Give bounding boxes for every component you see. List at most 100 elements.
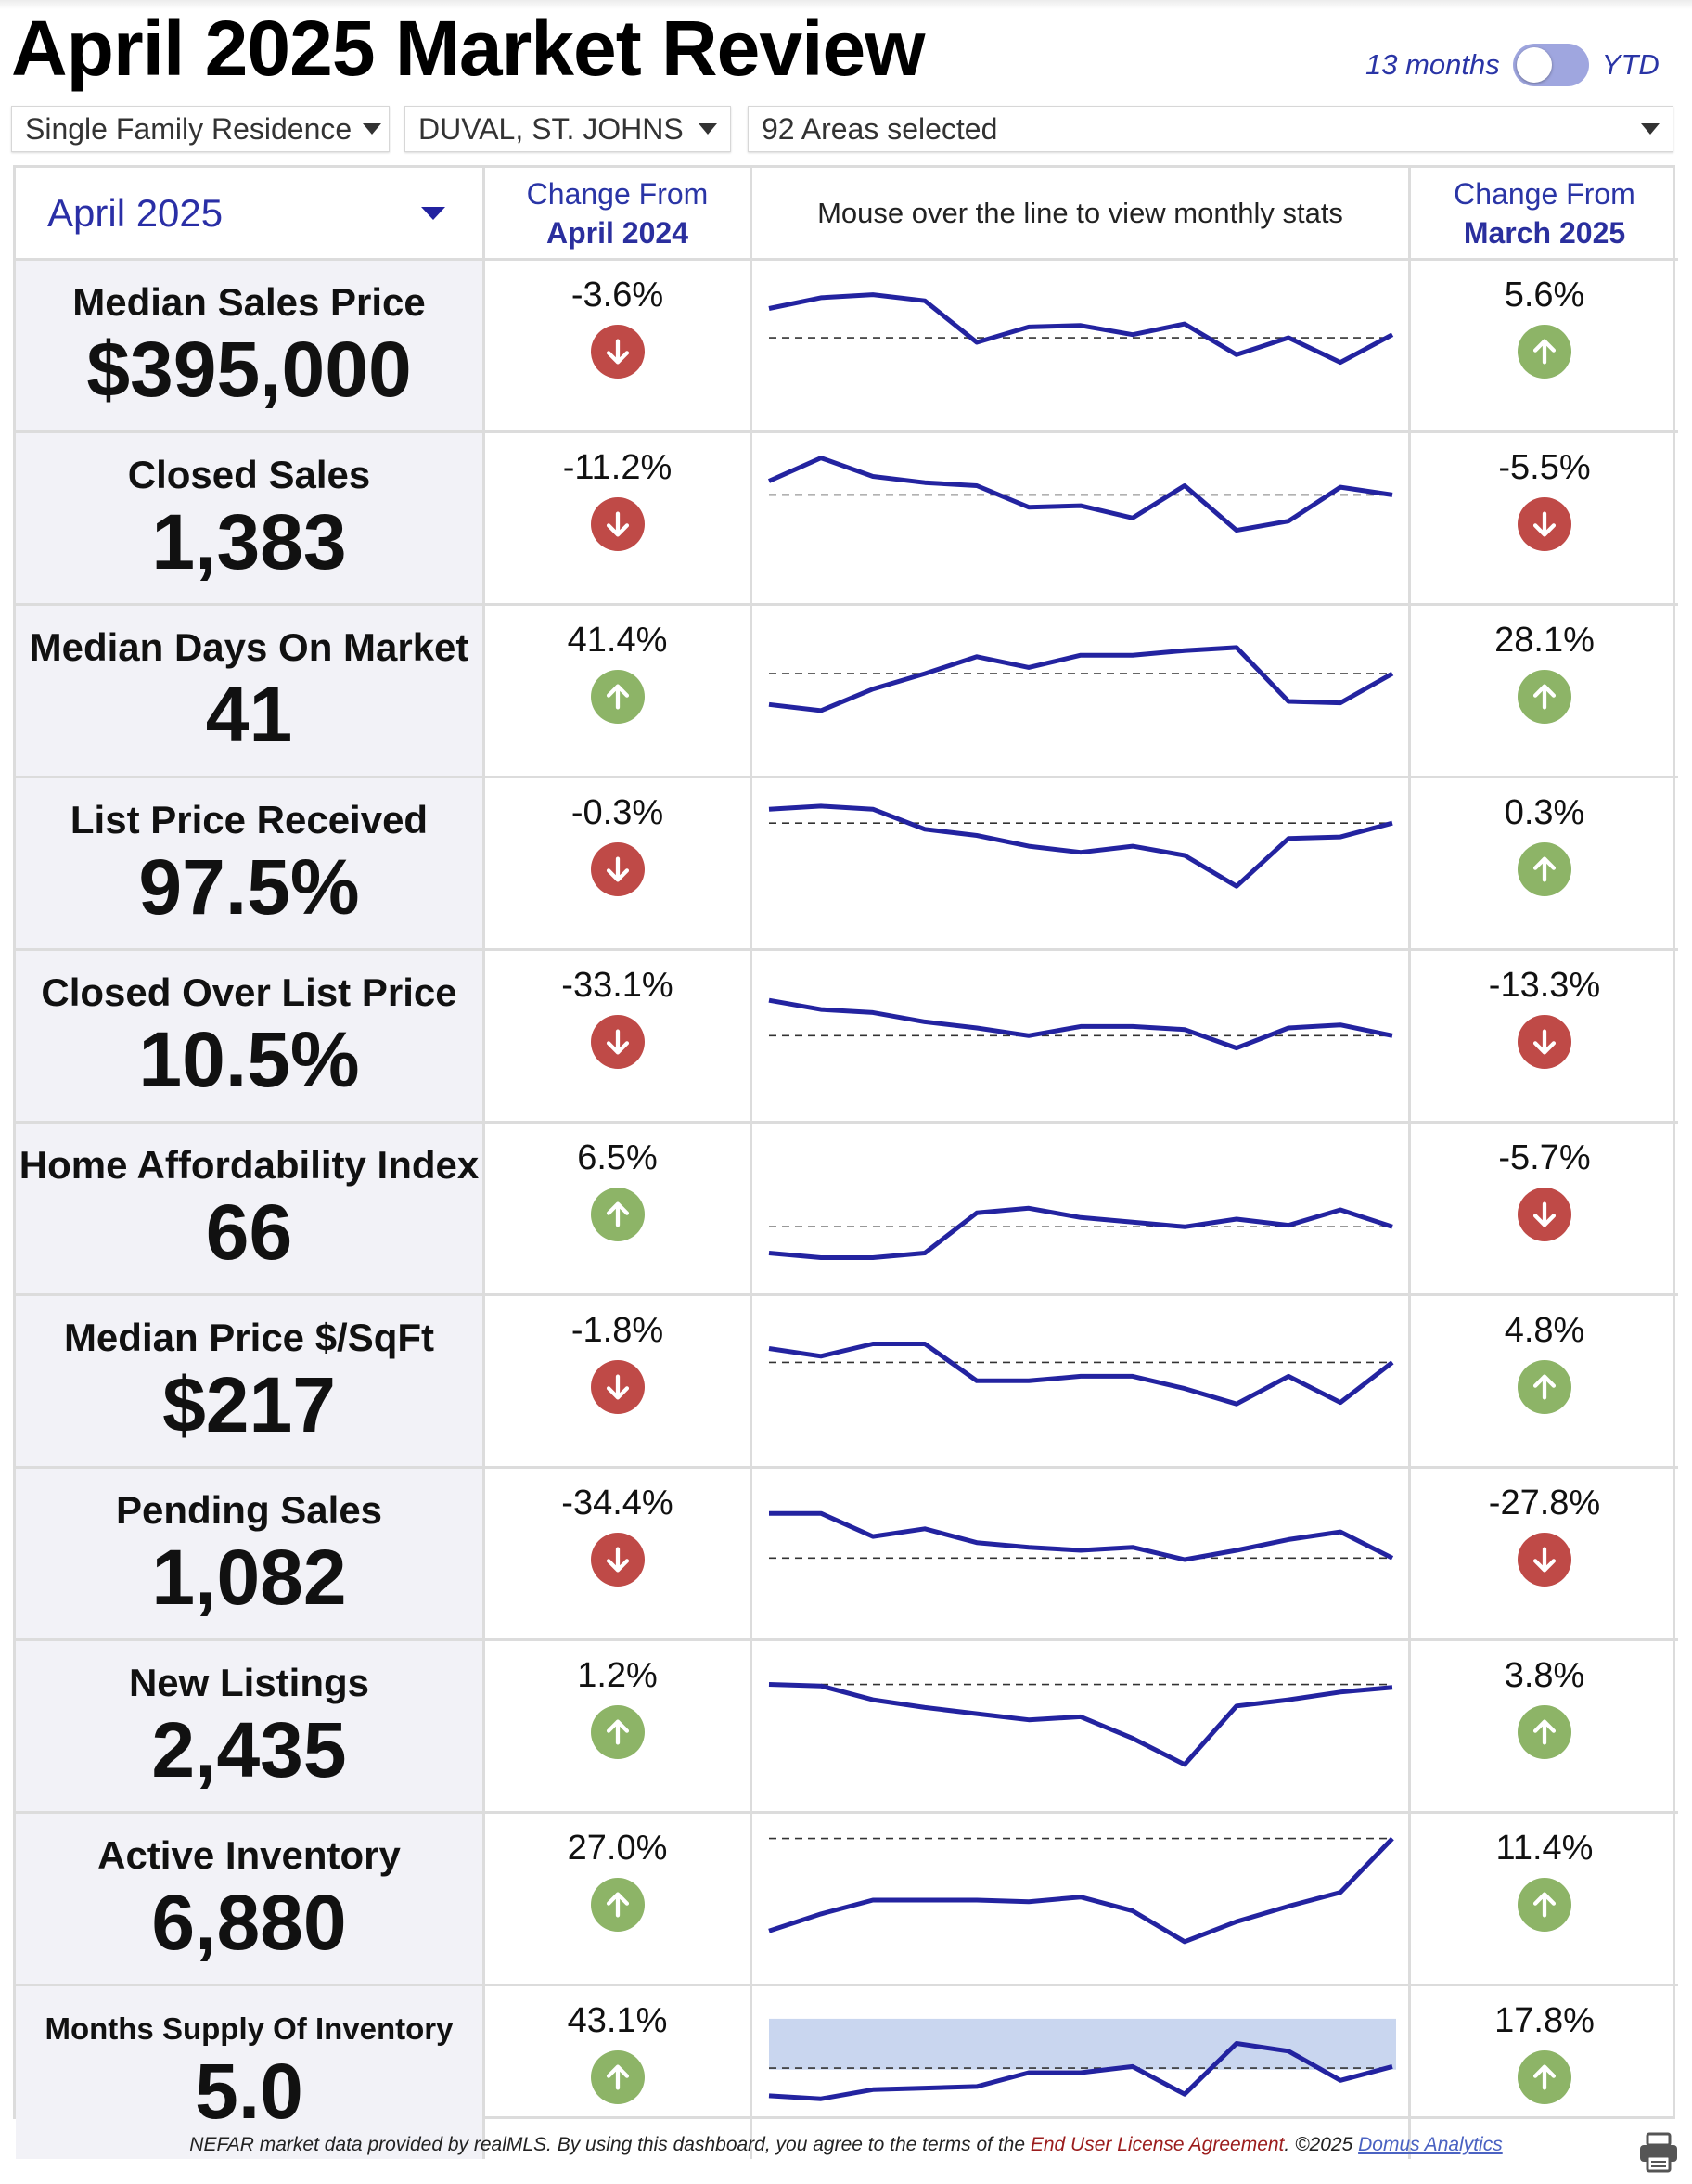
arrow-up-icon: [1518, 670, 1571, 724]
chevron-down-icon: [699, 123, 717, 135]
trend-line[interactable]: [768, 803, 1393, 889]
trend-line[interactable]: [767, 456, 1393, 533]
yoy-change-cell: -1.8%: [485, 1296, 752, 1469]
period-toggle-switch[interactable]: [1512, 44, 1589, 86]
trend-sparkline[interactable]: [752, 1124, 1405, 1293]
chevron-down-icon: [363, 123, 382, 135]
sparkline-cell[interactable]: [752, 433, 1411, 606]
arrow-down-icon: [590, 842, 645, 896]
change-percent: -0.3%: [570, 793, 664, 832]
metric-cell-active-inventory: Active Inventory 6,880: [16, 1814, 485, 1986]
arrow-down-icon: [590, 325, 645, 379]
arrow-down-icon: [590, 1533, 645, 1587]
metric-label: New Listings: [128, 1660, 370, 1704]
yoy-change-cell: -11.2%: [485, 433, 752, 606]
change-percent: 5.6%: [1504, 276, 1585, 315]
metric-cell-median-days-on-market: Median Days On Market 41: [16, 606, 485, 778]
metric-cell-pending-sales: Pending Sales 1,082: [16, 1469, 485, 1641]
change-percent: 43.1%: [567, 2001, 668, 2040]
normal-range-band: [769, 2018, 1396, 2070]
areas-dropdown[interactable]: 92 Areas selected: [748, 106, 1673, 152]
trend-line[interactable]: [768, 1836, 1394, 1945]
printer-icon[interactable]: [1636, 2130, 1681, 2175]
trend-sparkline[interactable]: [752, 1641, 1405, 1811]
change-year-label: Change From: [526, 176, 709, 211]
trend-line[interactable]: [768, 1342, 1394, 1407]
metric-label: Closed Sales: [127, 452, 371, 496]
yoy-change-cell: 41.4%: [485, 606, 752, 778]
toggle-knob[interactable]: [1516, 47, 1552, 83]
trend-sparkline[interactable]: [752, 261, 1405, 430]
trend-sparkline[interactable]: [752, 1814, 1405, 1984]
trend-line[interactable]: [768, 645, 1394, 713]
trend-line[interactable]: [768, 1205, 1393, 1260]
metric-cell-median-price-sqft: Median Price $/SqFt $217: [16, 1296, 485, 1469]
footer: NEFAR market data provided by realMLS. B…: [0, 2134, 1692, 2156]
sparkline-cell[interactable]: [752, 951, 1411, 1124]
domus-analytics-link[interactable]: Domus Analytics: [1358, 2134, 1503, 2155]
trend-line[interactable]: [769, 1510, 1394, 1562]
yoy-change-cell: -3.6%: [485, 261, 752, 433]
trend-line[interactable]: [768, 1682, 1393, 1767]
county-dropdown[interactable]: DUVAL, ST. JOHNS: [404, 106, 731, 152]
metric-value: 5.0: [195, 2048, 303, 2135]
arrow-up-icon: [590, 2050, 645, 2104]
change-percent: 0.3%: [1504, 793, 1585, 832]
sparkline-cell[interactable]: [752, 1986, 1411, 2159]
month-selector[interactable]: April 2025: [16, 168, 485, 261]
chevron-down-icon: [1641, 123, 1660, 135]
eula-link[interactable]: End User License Agreement: [1030, 2134, 1285, 2155]
change-percent: -5.5%: [1498, 448, 1591, 487]
mom-change-cell: 3.8%: [1411, 1641, 1678, 1814]
sparkline-cell[interactable]: [752, 1641, 1411, 1814]
arrow-up-icon: [1518, 2050, 1571, 2104]
sparkline-cell[interactable]: [752, 1124, 1411, 1296]
sparkline-cell[interactable]: [752, 778, 1411, 951]
sparkline-header: Mouse over the line to view monthly stat…: [752, 168, 1411, 261]
trend-sparkline[interactable]: [752, 951, 1405, 1121]
toggle-label-ytd[interactable]: YTD: [1601, 48, 1660, 81]
chevron-down-icon: [421, 206, 445, 220]
mom-change-cell: 0.3%: [1411, 778, 1678, 951]
trend-line[interactable]: [768, 292, 1394, 366]
change-percent: -5.7%: [1498, 1138, 1591, 1177]
trend-sparkline[interactable]: [752, 606, 1405, 776]
arrow-down-icon: [1518, 497, 1571, 551]
sparkline-cell[interactable]: [752, 1814, 1411, 1986]
sparkline-cell[interactable]: [752, 606, 1411, 778]
trend-sparkline[interactable]: [752, 1296, 1405, 1466]
arrow-up-icon: [590, 1878, 645, 1932]
trend-sparkline[interactable]: [752, 433, 1405, 603]
metric-value: 41: [205, 670, 293, 758]
sparkline-cell[interactable]: [752, 1469, 1411, 1641]
property-type-dropdown[interactable]: Single Family Residence: [11, 106, 390, 152]
arrow-up-icon: [1518, 325, 1571, 379]
trend-sparkline[interactable]: [752, 1469, 1405, 1638]
metric-label: Pending Sales: [115, 1487, 383, 1532]
sparkline-cell[interactable]: [752, 1296, 1411, 1469]
trend-line[interactable]: [768, 997, 1393, 1051]
toggle-label-13-months[interactable]: 13 months: [1365, 48, 1500, 81]
sparkline-hint: Mouse over the line to view monthly stat…: [817, 196, 1343, 229]
mom-change-cell: 5.6%: [1411, 261, 1678, 433]
trend-sparkline[interactable]: [752, 1986, 1405, 2156]
metric-label: List Price Received: [70, 797, 429, 841]
metric-value: $395,000: [86, 325, 412, 413]
trend-sparkline[interactable]: [752, 778, 1405, 948]
metric-cell-closed-sales: Closed Sales 1,383: [16, 433, 485, 606]
metric-value: 97.5%: [138, 842, 360, 931]
mom-change-cell: 11.4%: [1411, 1814, 1678, 1986]
change-percent: -1.8%: [570, 1311, 664, 1350]
change-month-label: Change From: [1454, 176, 1635, 211]
period-toggle-group: 13 months YTD: [1365, 41, 1660, 89]
trend-line[interactable]: [768, 2041, 1393, 2101]
metric-value: 2,435: [151, 1705, 347, 1793]
sparkline-cell[interactable]: [752, 261, 1411, 433]
yoy-change-cell: 1.2%: [485, 1641, 752, 1814]
yoy-change-cell: 43.1%: [485, 1986, 752, 2159]
footer-text: NEFAR market data provided by realMLS. B…: [189, 2134, 1026, 2155]
change-percent: 28.1%: [1494, 621, 1595, 660]
metric-value: 66: [205, 1188, 293, 1276]
metric-cell-months-supply-of-inventory: Months Supply Of Inventory 5.0: [16, 1986, 485, 2159]
metric-label: Months Supply Of Inventory: [45, 2011, 454, 2046]
